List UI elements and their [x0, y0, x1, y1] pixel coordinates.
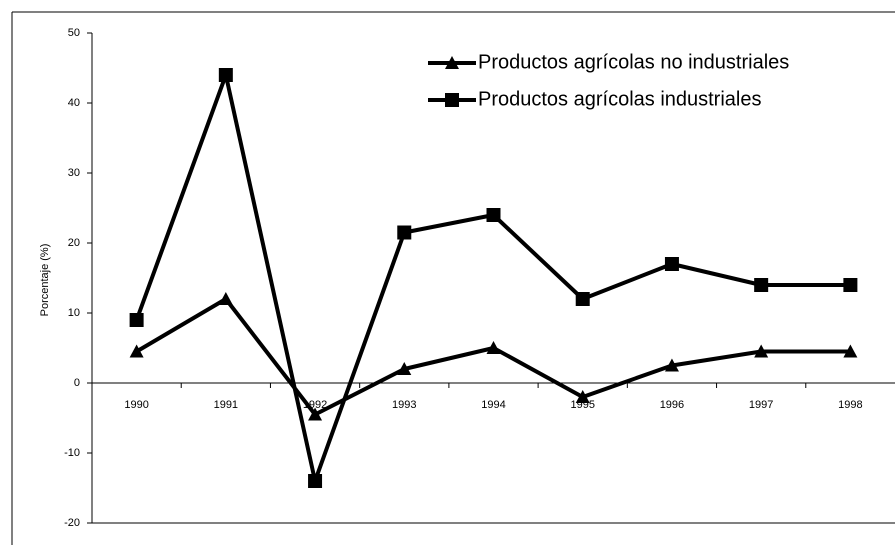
y-tick-label: 20	[68, 237, 80, 249]
square-marker	[664, 257, 679, 271]
square-marker	[218, 68, 233, 82]
triangle-marker	[445, 56, 459, 69]
x-tick-label: 1996	[660, 399, 684, 411]
square-marker	[445, 93, 459, 107]
triangle-marker	[308, 407, 323, 421]
x-tick-label: 1991	[214, 399, 238, 411]
triangle-marker	[397, 362, 412, 375]
y-tick-label: 30	[68, 167, 80, 179]
series-line	[134, 73, 851, 483]
square-marker	[486, 208, 501, 222]
square-marker	[575, 292, 590, 306]
triangle-marker	[754, 344, 769, 358]
triangle-marker	[664, 358, 679, 372]
triangle-marker	[218, 292, 233, 305]
x-tick-label: 1994	[481, 399, 505, 411]
square-marker	[129, 313, 144, 327]
triangle-marker	[575, 390, 590, 403]
legend-label: Productos agrícolas no industriales	[478, 51, 789, 73]
triangle-marker	[843, 344, 858, 358]
x-tick-label: 1993	[392, 399, 416, 411]
x-tick-label: 1990	[124, 399, 148, 411]
triangle-marker	[129, 344, 144, 358]
y-tick-label: 10	[68, 307, 80, 319]
series-line	[135, 297, 851, 417]
square-marker	[397, 225, 412, 240]
square-marker	[754, 278, 769, 292]
x-tick-label: 1997	[749, 399, 773, 411]
y-tick-label: 40	[68, 97, 80, 109]
y-tick-label: 50	[68, 27, 80, 39]
square-marker	[843, 278, 858, 292]
y-tick-label: -10	[64, 447, 80, 459]
y-axis-label: Porcentaje (%)	[39, 244, 51, 317]
y-tick-label: 0	[74, 377, 80, 389]
legend-label: Productos agrícolas industriales	[478, 88, 761, 110]
square-marker	[308, 474, 323, 488]
triangle-marker	[486, 341, 501, 354]
y-tick-label: -20	[64, 517, 80, 529]
x-tick-label: 1998	[838, 399, 862, 411]
